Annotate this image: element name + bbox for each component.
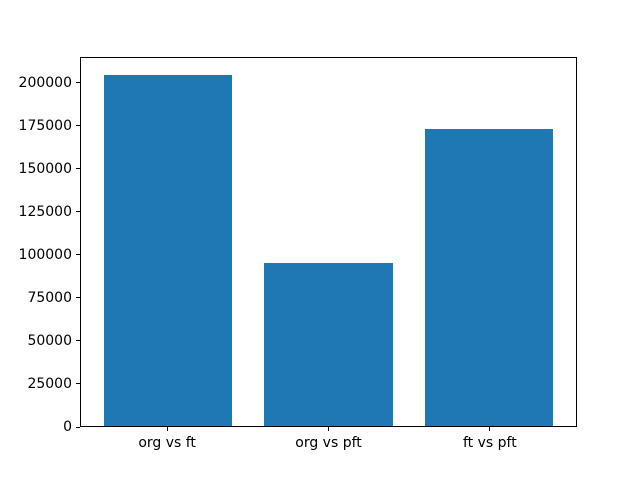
y-tick-label: 175000 xyxy=(18,117,72,134)
y-tick-mark xyxy=(76,426,80,428)
bar-org-vs-pft xyxy=(264,262,393,426)
y-tick-mark xyxy=(76,82,80,84)
y-tick-mark xyxy=(76,297,80,299)
x-tick-mark xyxy=(166,427,168,431)
x-tick-mark xyxy=(489,427,491,431)
x-tick-label-org-vs-ft: org vs ft xyxy=(138,435,196,451)
y-tick-label: 75000 xyxy=(27,289,72,306)
y-tick-mark xyxy=(76,125,80,127)
y-tick-label: 125000 xyxy=(18,203,72,220)
y-tick-mark xyxy=(76,211,80,213)
y-tick-mark xyxy=(76,383,80,385)
y-tick-mark xyxy=(76,168,80,170)
y-tick-mark xyxy=(76,254,80,256)
bar-org-vs-ft xyxy=(103,75,233,426)
y-tick-label: 200000 xyxy=(18,74,72,91)
x-tick-mark xyxy=(328,427,329,431)
y-tick-label: 50000 xyxy=(27,332,72,349)
x-tick-label-ft-vs-pft: ft vs pft xyxy=(463,435,517,451)
y-tick-mark xyxy=(76,340,80,342)
x-tick-label-org-vs-pft: org vs pft xyxy=(295,435,362,451)
y-tick-label: 0 xyxy=(63,419,72,435)
y-tick-label: 100000 xyxy=(18,246,72,263)
y-tick-label: 25000 xyxy=(27,375,72,392)
bar-ft-vs-pft xyxy=(424,129,554,426)
plot-area xyxy=(80,57,577,427)
y-tick-label: 150000 xyxy=(18,160,72,177)
